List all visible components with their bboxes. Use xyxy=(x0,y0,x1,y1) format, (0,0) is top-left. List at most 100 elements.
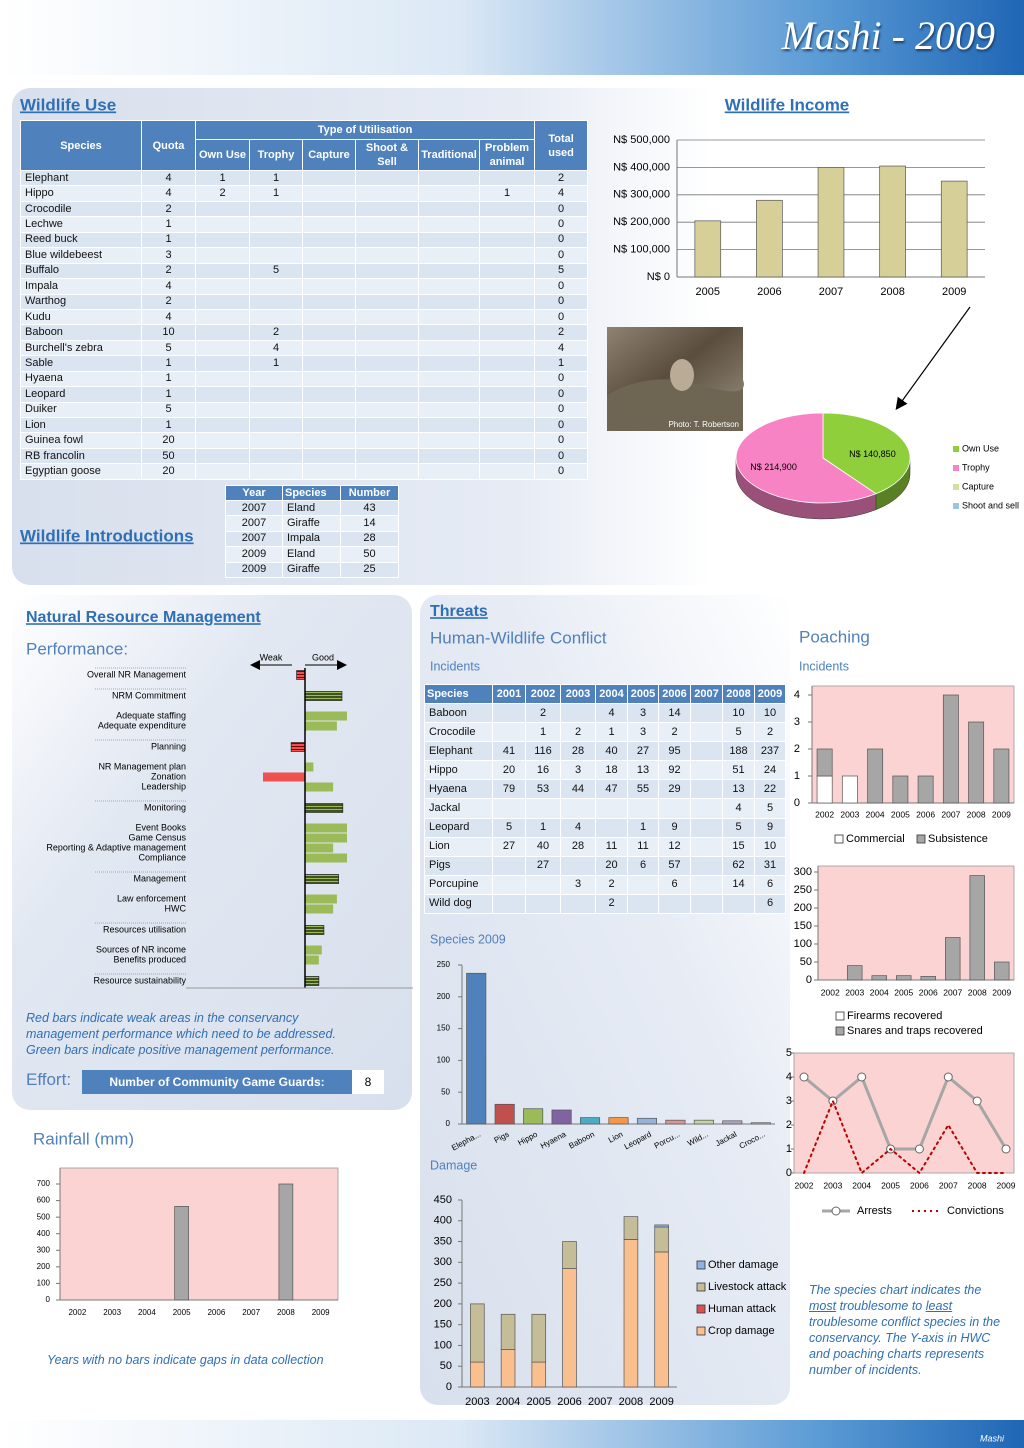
table-cell: Baboon xyxy=(424,702,493,724)
table-cell xyxy=(195,308,250,326)
table-cell: 2 xyxy=(249,324,303,341)
column-header: Number xyxy=(340,485,399,501)
bar-label: Management xyxy=(133,873,186,883)
table-cell: 1 xyxy=(249,185,303,202)
table-row: RB francolin 50 0 xyxy=(20,447,589,465)
x-tick-label: 2005 xyxy=(881,1180,900,1190)
y-tick-label: 50 xyxy=(441,1087,450,1096)
table-cell: 15 xyxy=(722,836,755,857)
x-tick-label: 2007 xyxy=(588,1396,612,1408)
table-cell xyxy=(355,200,419,218)
bar xyxy=(920,976,936,981)
y-tick-label: 200 xyxy=(794,902,812,914)
x-tick-label: 2004 xyxy=(496,1396,520,1408)
y-tick-label: 1 xyxy=(794,770,800,782)
wildlife-use-table: Species Quota Type of Utilisation Total use… xyxy=(20,120,589,480)
table-cell: 237 xyxy=(754,741,786,762)
table-cell: 50 xyxy=(340,546,399,563)
bar xyxy=(304,976,320,986)
x-tick-label: 2006 xyxy=(919,987,938,997)
bar xyxy=(305,721,337,731)
table-cell: 27 xyxy=(627,741,659,762)
x-tick-label: 2006 xyxy=(910,1180,929,1190)
column-header: 2009 xyxy=(754,684,786,704)
table-cell xyxy=(355,169,419,187)
table-cell xyxy=(355,262,419,280)
bar xyxy=(816,748,833,777)
table-cell xyxy=(249,401,303,419)
table-cell xyxy=(195,339,250,357)
table-cell xyxy=(418,200,480,218)
table-cell: Porcupine xyxy=(424,874,493,895)
x-tick-label: 2009 xyxy=(997,1180,1016,1190)
y-tick-label: 0 xyxy=(446,1119,451,1128)
table-cell xyxy=(658,893,691,915)
table-cell: 1 xyxy=(249,355,303,372)
table-cell: Impala xyxy=(282,530,341,548)
table-cell xyxy=(302,386,356,403)
y-tick-label: 700 xyxy=(37,1179,51,1188)
x-tick-label: 2003 xyxy=(845,987,864,997)
table-cell xyxy=(249,432,303,449)
bar xyxy=(968,721,985,804)
table-cell: 40 xyxy=(525,836,561,857)
bar xyxy=(562,1268,577,1388)
bar xyxy=(523,1108,544,1125)
y-tick-label: N$ 500,000 xyxy=(613,134,670,146)
table-cell: 10 xyxy=(141,324,196,341)
table-cell xyxy=(627,798,659,819)
legend-label: Snares and traps recovered xyxy=(847,1025,983,1037)
table-cell xyxy=(302,432,356,449)
table-cell: 51 xyxy=(722,760,755,781)
legend-swatch xyxy=(953,446,959,452)
bar xyxy=(945,937,961,981)
note: Years with no bars indicate gaps in data… xyxy=(47,1353,324,1367)
table-cell: 20 xyxy=(492,760,526,781)
table-cell xyxy=(418,262,480,280)
y-tick-label: N$ 300,000 xyxy=(613,189,670,201)
table-cell: 6 xyxy=(627,855,659,876)
y-tick-label: 400 xyxy=(37,1229,51,1238)
table-cell: 4 xyxy=(534,185,589,202)
point xyxy=(972,1096,982,1106)
column-header: Shoot & Sell xyxy=(355,139,419,171)
table-cell xyxy=(302,200,356,218)
section-title: Wildlife Income xyxy=(725,95,850,114)
legend-swatch xyxy=(696,1304,706,1314)
table-row: Egyptian goose 20 0 xyxy=(20,463,589,480)
legend-label: Crop damage xyxy=(708,1325,775,1337)
table-cell: 3 xyxy=(627,722,659,743)
note-part: troublesome conflict species in the cons… xyxy=(809,1315,1001,1377)
bar-label: Planning xyxy=(151,741,186,751)
y-tick-label: N$ 200,000 xyxy=(613,216,670,228)
bar-label: Game Census xyxy=(128,832,186,842)
table-cell: 0 xyxy=(534,416,589,434)
table-cell: 4 xyxy=(141,308,196,326)
column-header: Total used xyxy=(534,120,589,171)
column-header: Species xyxy=(20,120,142,171)
table-cell xyxy=(302,169,356,187)
table-cell xyxy=(249,386,303,403)
table-cell xyxy=(355,416,419,434)
y-tick-label: 150 xyxy=(437,1024,451,1033)
table-cell xyxy=(195,231,250,249)
table-cell: 57 xyxy=(658,855,691,876)
table-cell xyxy=(492,893,526,915)
table-cell xyxy=(355,432,419,449)
bar xyxy=(500,1313,516,1350)
table-cell xyxy=(355,216,419,233)
table-cell xyxy=(195,262,250,280)
x-tick-label: 2003 xyxy=(465,1396,489,1408)
table-cell xyxy=(195,216,250,233)
table-cell xyxy=(302,463,356,480)
table-cell xyxy=(478,432,536,449)
table-cell xyxy=(478,463,536,480)
bar xyxy=(841,775,858,804)
x-tick-label: 2005 xyxy=(173,1308,191,1317)
y-tick-label: 400 xyxy=(434,1215,452,1227)
x-tick-label: 2007 xyxy=(819,286,843,298)
table-cell: Egyptian goose xyxy=(20,463,142,480)
y-tick-label: 350 xyxy=(434,1235,452,1247)
good-label: Good xyxy=(312,652,334,662)
